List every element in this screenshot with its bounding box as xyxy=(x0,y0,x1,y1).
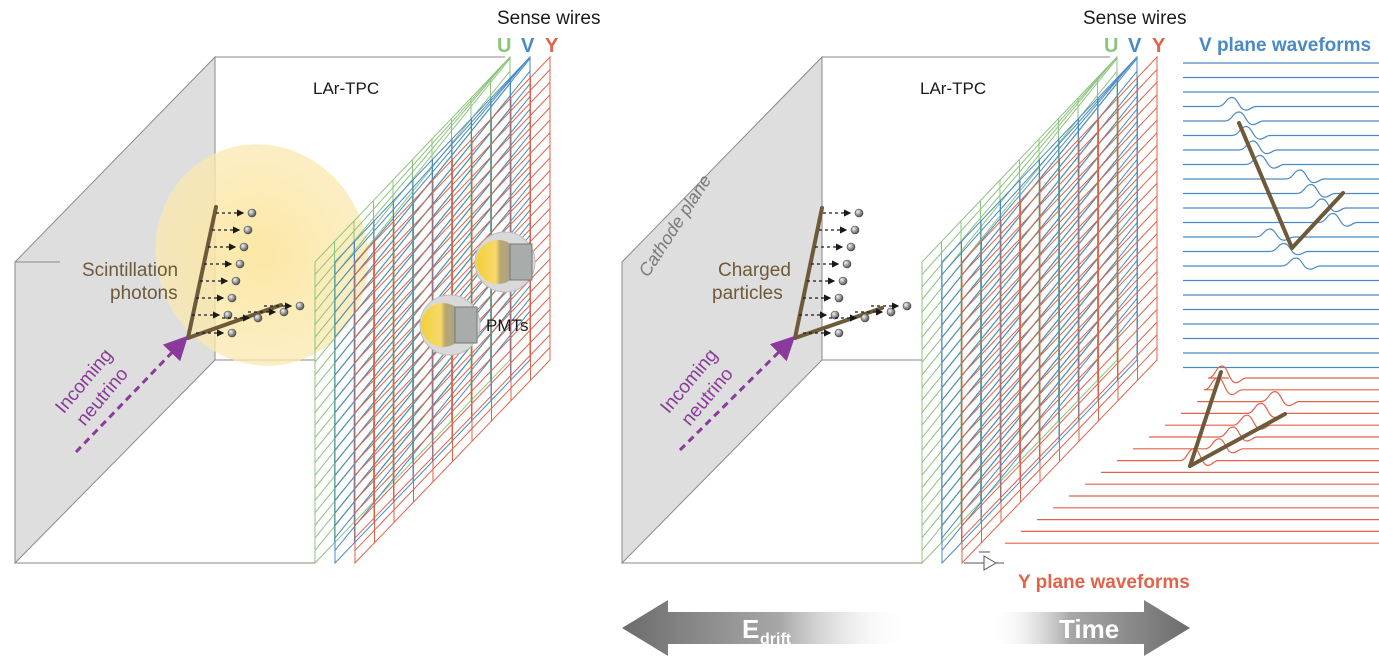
waveform-trace xyxy=(1203,377,1379,396)
right-wire-planes xyxy=(921,55,1158,565)
waveform-trace xyxy=(1183,140,1379,155)
waveform-trace xyxy=(1183,198,1379,213)
v-plane-waveforms xyxy=(1183,62,1379,369)
drift-electron xyxy=(807,276,848,286)
pmt-1 xyxy=(474,231,536,293)
drift-electron xyxy=(196,328,237,338)
drift-electron xyxy=(204,259,245,269)
waveform-trace xyxy=(1207,365,1379,384)
right-charge-arrows xyxy=(799,208,912,338)
left-panel: Sense wires U V Y LAr-TPC Scintillation … xyxy=(14,8,601,565)
waveform-trace xyxy=(1183,125,1379,140)
time-arrow: Time xyxy=(990,600,1190,656)
drift-arrow-label: E xyxy=(742,614,759,644)
drift-electron xyxy=(192,310,233,320)
drift-electron xyxy=(803,328,844,338)
drift-electron xyxy=(819,225,860,235)
left-plane-y-label: Y xyxy=(545,35,559,57)
right-plane-v-label: V xyxy=(1128,35,1142,57)
waveform-trace xyxy=(1149,426,1379,442)
drift-electron xyxy=(212,225,253,235)
drift-electron xyxy=(823,208,864,218)
waveform-trace xyxy=(1183,212,1379,227)
right-cathode-plane xyxy=(621,55,823,565)
left-wire-planes xyxy=(314,55,551,565)
left-photon-arrows xyxy=(192,208,305,338)
waveform-trace xyxy=(1183,183,1379,198)
y-wire-plane xyxy=(354,55,551,565)
left-scint-label-1: Scintillation xyxy=(82,260,178,281)
drift-electron xyxy=(216,208,257,218)
y-wire-plane xyxy=(961,55,1158,565)
waveform-trace xyxy=(1117,447,1379,467)
v-waveform-track xyxy=(1237,121,1345,250)
left-plane-v-label: V xyxy=(521,35,535,57)
drift-electron xyxy=(829,313,870,323)
left-pmt-label: PMTs xyxy=(486,316,529,335)
drift-electron xyxy=(248,307,289,317)
right-panel: Sense wires U V Y LAr-TPC Cathode plane … xyxy=(621,8,1379,656)
drift-electron xyxy=(803,293,844,303)
left-neutrino-arrow xyxy=(74,335,189,454)
left-scint-label-2: photons xyxy=(110,283,178,304)
drift-electron xyxy=(222,313,263,323)
v-waveforms-label: V plane waveforms xyxy=(1199,35,1371,56)
waveform-trace xyxy=(1183,257,1379,270)
left-plane-u-label: U xyxy=(497,35,511,57)
right-plane-y-label: Y xyxy=(1152,35,1166,57)
drift-electron xyxy=(811,259,852,269)
drift-electron xyxy=(196,293,237,303)
drift-electron xyxy=(855,307,896,317)
right-tpc-label: LAr-TPC xyxy=(920,79,986,98)
right-sense-wires-label: Sense wires xyxy=(1083,8,1187,29)
drift-electron xyxy=(871,301,912,311)
amplifier-icon xyxy=(964,551,1004,571)
drift-electron xyxy=(208,242,249,252)
left-sense-wires-label: Sense wires xyxy=(497,8,601,29)
waveform-trace xyxy=(1183,169,1379,184)
waveform-trace xyxy=(1183,242,1379,256)
pmt-2 xyxy=(419,294,481,356)
waveform-trace xyxy=(1133,438,1379,454)
right-plane-u-label: U xyxy=(1104,35,1118,57)
drift-electron xyxy=(799,310,840,320)
drift-electron xyxy=(200,276,241,286)
drift-electron xyxy=(264,301,305,311)
waveform-trace xyxy=(1183,228,1379,241)
charged-particles-label-2: particles xyxy=(712,283,783,304)
charged-particles-label-1: Charged xyxy=(718,260,791,281)
drift-electron xyxy=(815,242,856,252)
time-arrow-label: Time xyxy=(1059,614,1119,644)
waveform-trace xyxy=(1183,154,1379,169)
waveform-trace xyxy=(1165,414,1379,430)
left-tpc-label: LAr-TPC xyxy=(313,79,379,98)
waveform-trace xyxy=(1183,111,1379,126)
right-tpc-box xyxy=(621,55,1110,565)
y-waveform-track xyxy=(1188,370,1287,468)
drift-arrow: E drift xyxy=(622,600,910,656)
y-waveforms-label: Y plane waveforms xyxy=(1018,572,1190,593)
right-neutrino-arrow xyxy=(678,335,796,452)
waveform-trace xyxy=(1197,390,1379,407)
drift-arrow-subscript: drift xyxy=(760,631,792,648)
waveform-trace xyxy=(1183,96,1379,111)
